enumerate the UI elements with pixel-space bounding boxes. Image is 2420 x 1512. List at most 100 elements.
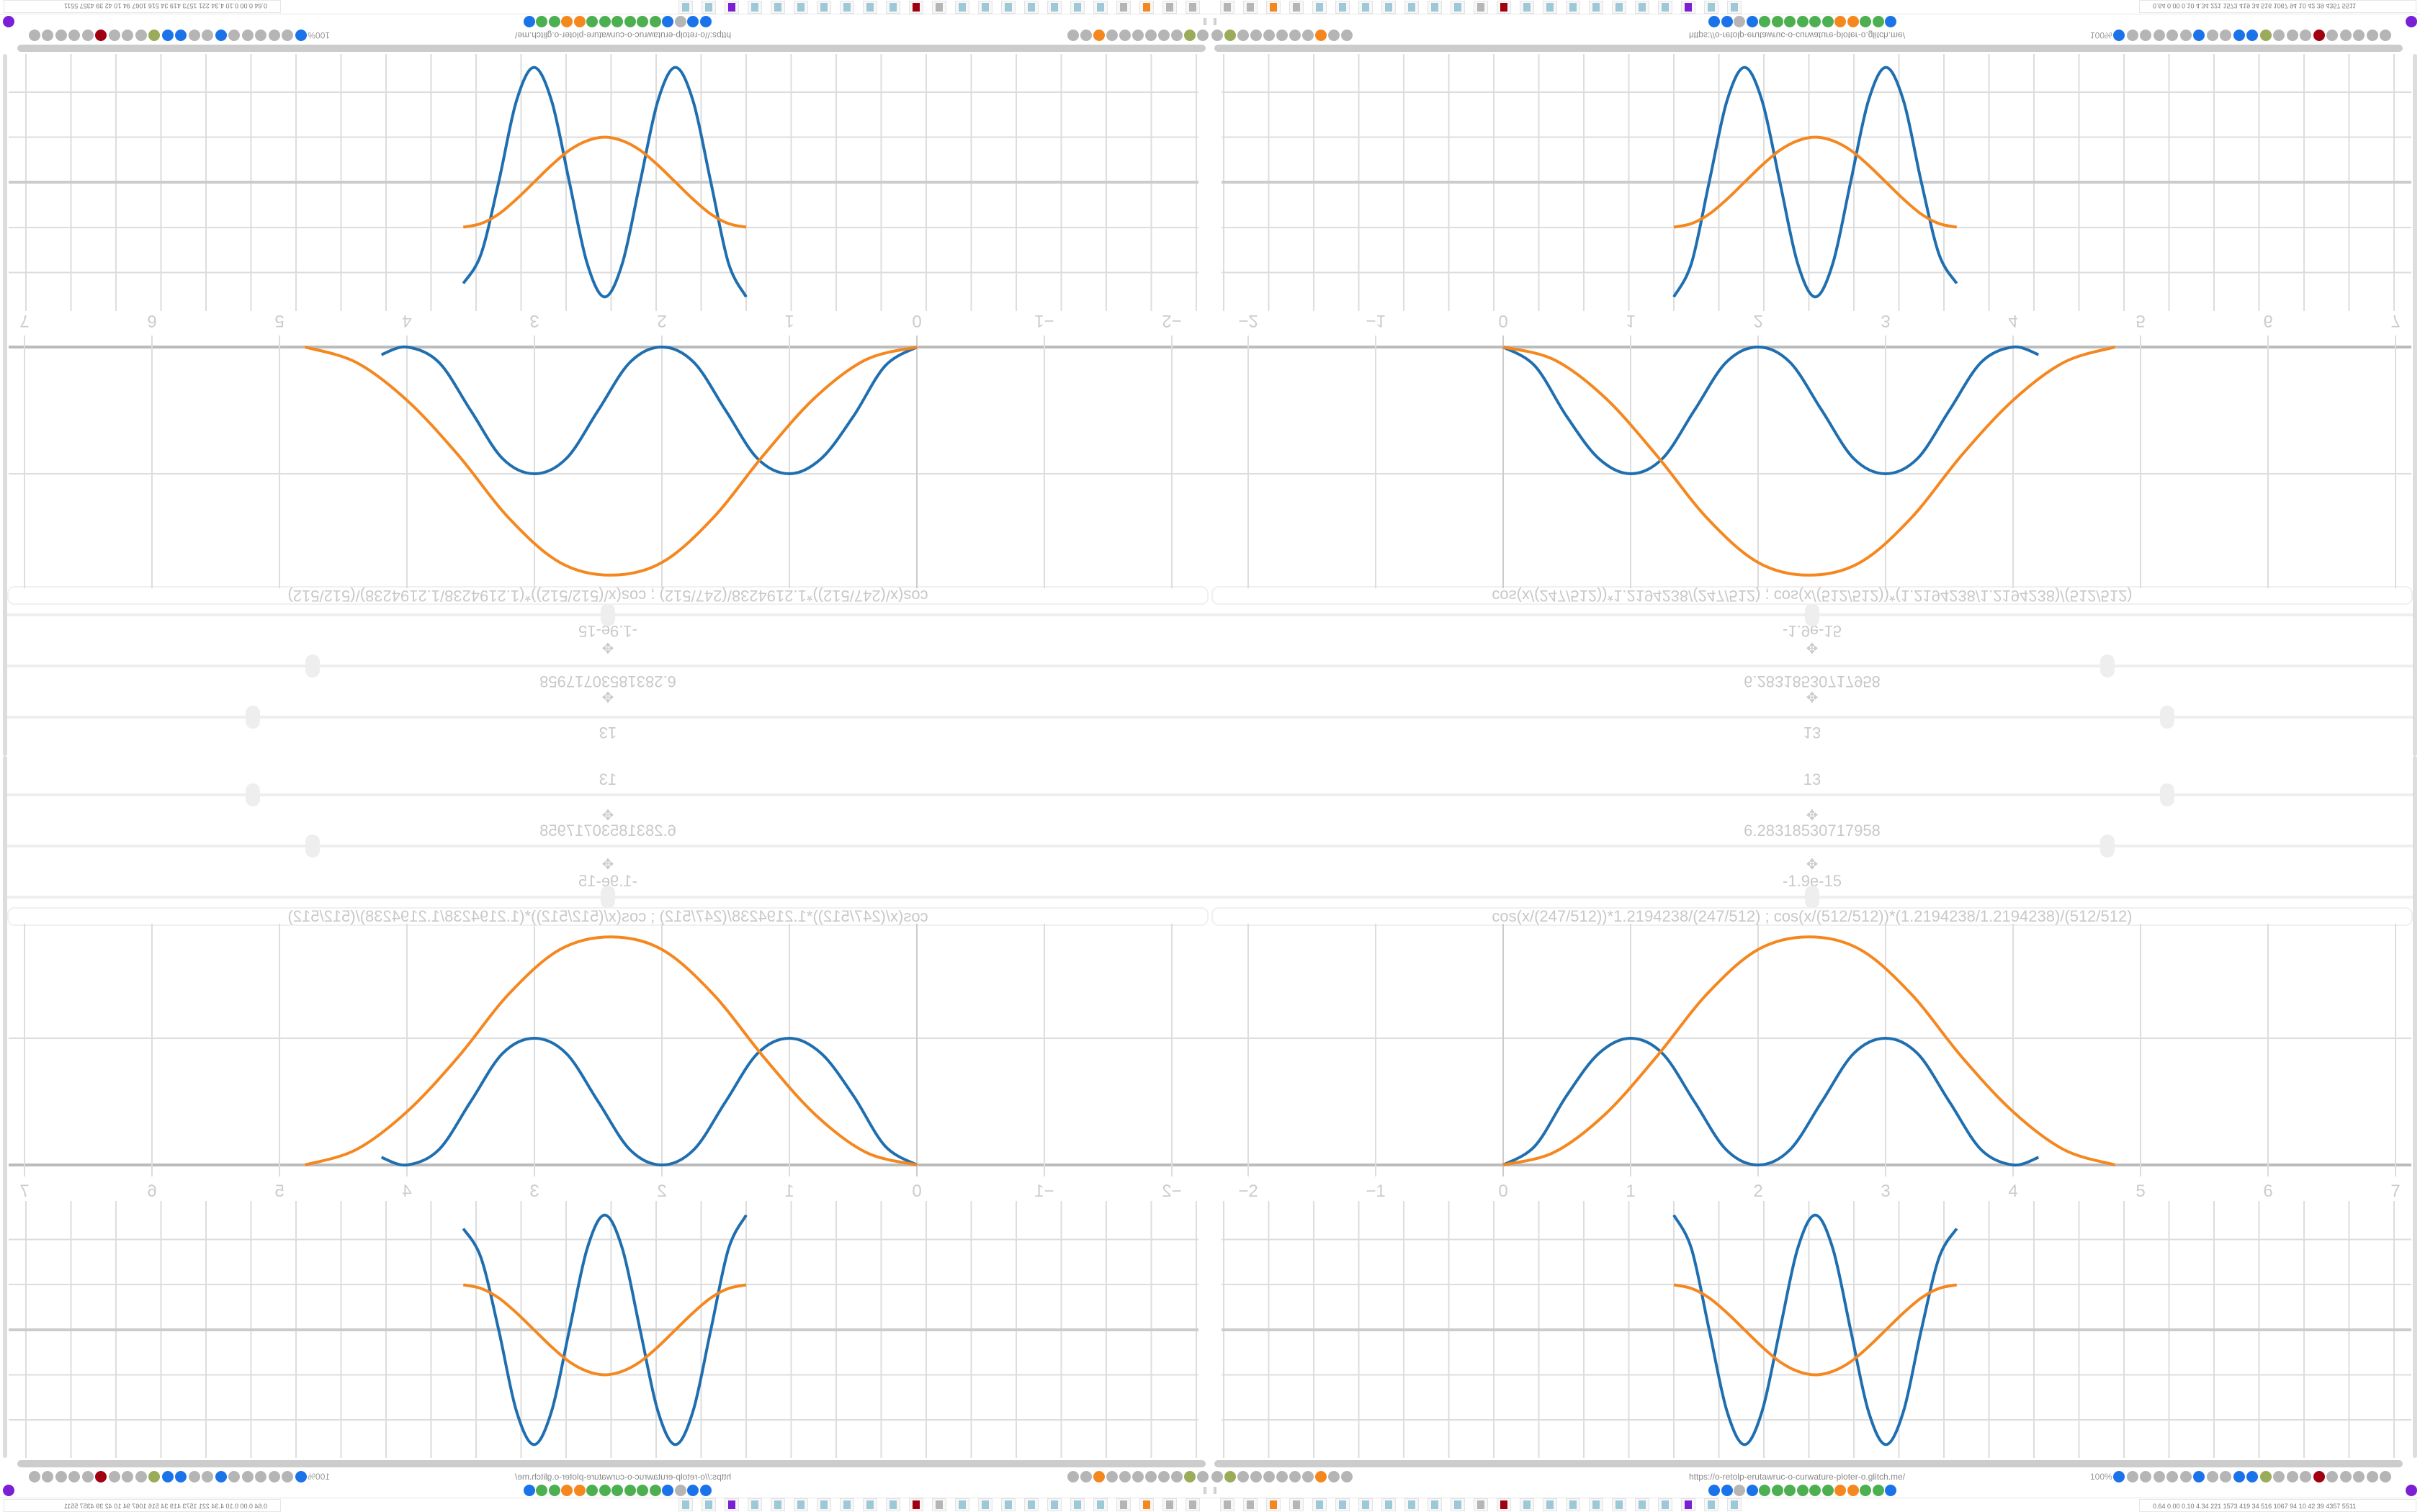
expression-input[interactable]: cos(x/(247/512))*1.2194238/(247/512) ; c… — [1211, 907, 2413, 926]
add-icon[interactable] — [175, 30, 187, 41]
slider-thumb[interactable] — [1805, 886, 1819, 909]
gear-icon[interactable] — [2380, 1471, 2391, 1482]
gear-orange-icon[interactable] — [574, 16, 586, 27]
ublock-icon[interactable] — [2313, 30, 2325, 41]
globe-icon[interactable] — [1067, 30, 1079, 41]
forward-icon[interactable] — [269, 1471, 280, 1482]
star-icon[interactable] — [282, 30, 294, 41]
leaf-icon[interactable] — [1759, 16, 1770, 27]
calculator-icon[interactable] — [1612, 1498, 1626, 1511]
trash-icon[interactable] — [135, 1471, 147, 1482]
gear-red-icon[interactable] — [1497, 1, 1511, 14]
notepad-icon[interactable] — [1001, 1, 1016, 14]
firefox-icon[interactable] — [1266, 1, 1281, 14]
calculator-icon[interactable] — [840, 1498, 854, 1511]
terminal-icon[interactable] — [1162, 1498, 1177, 1511]
monitor-icon[interactable] — [1186, 1498, 1200, 1511]
google-icon[interactable] — [1821, 1485, 1834, 1496]
google-icon[interactable] — [536, 16, 548, 27]
upload-icon[interactable] — [2246, 1471, 2258, 1482]
forward-icon[interactable] — [2140, 1471, 2151, 1482]
globe-icon[interactable] — [1119, 30, 1131, 41]
globe-icon[interactable] — [675, 1485, 686, 1496]
download-icon[interactable] — [2166, 30, 2178, 41]
calculator-icon[interactable] — [748, 1, 762, 14]
color-picker-icon[interactable] — [228, 30, 241, 41]
slider-count[interactable] — [1210, 783, 2414, 806]
calculator-icon[interactable] — [1520, 1, 1534, 14]
google-icon[interactable] — [536, 1485, 548, 1496]
forward-icon[interactable] — [2140, 30, 2151, 41]
zoom-level[interactable]: 100% — [2090, 1472, 2112, 1482]
globe-icon[interactable] — [2339, 30, 2352, 41]
mail-icon[interactable] — [1708, 16, 1720, 27]
calculator-icon[interactable] — [771, 1, 785, 14]
inkscape-icon[interactable] — [932, 1, 946, 14]
wrench-icon[interactable] — [2366, 1471, 2378, 1482]
firefox-icon[interactable] — [1315, 30, 1327, 41]
translate-icon[interactable] — [215, 1471, 227, 1482]
notepad-icon[interactable] — [1093, 1498, 1108, 1511]
gear-orange-icon[interactable] — [561, 1485, 573, 1496]
archive-icon[interactable] — [2300, 30, 2311, 41]
slider-thumb[interactable] — [2099, 834, 2115, 858]
calculator-icon[interactable] — [794, 1, 808, 14]
calculator-icon[interactable] — [1543, 1, 1557, 14]
trash-icon[interactable] — [2273, 1471, 2285, 1482]
add-icon[interactable] — [2233, 30, 2245, 41]
translate-icon[interactable] — [295, 1471, 307, 1482]
gear-orange-icon[interactable] — [1847, 1485, 1859, 1496]
firefox-icon[interactable] — [1139, 1498, 1154, 1511]
notepad-icon[interactable] — [1024, 1, 1039, 14]
firefox-icon[interactable] — [1139, 1, 1154, 14]
google-icon[interactable] — [1860, 16, 1871, 27]
globe-icon[interactable] — [1171, 1471, 1183, 1482]
translate-icon[interactable] — [2113, 30, 2125, 41]
record-icon[interactable] — [148, 30, 161, 41]
record-icon[interactable] — [2259, 30, 2272, 41]
share-icon[interactable] — [2286, 1471, 2298, 1482]
download-icon[interactable] — [242, 30, 254, 41]
notepad-icon[interactable] — [978, 1498, 992, 1511]
notepad-icon[interactable] — [955, 1498, 969, 1511]
cube-icon[interactable] — [662, 16, 674, 27]
document-icon[interactable] — [1727, 1, 1742, 14]
overflow-icon[interactable] — [2406, 1485, 2417, 1496]
terminal-icon[interactable] — [1243, 1498, 1258, 1511]
cube-icon[interactable] — [1885, 1485, 1896, 1496]
notepad-icon[interactable] — [1047, 1498, 1062, 1511]
reload-icon[interactable] — [255, 1471, 267, 1482]
document-icon[interactable] — [678, 1498, 693, 1511]
pause-icon[interactable]: ‖ — [1203, 1485, 1207, 1496]
gear-red-icon[interactable] — [909, 1, 923, 14]
globe-icon[interactable] — [1119, 1471, 1131, 1482]
share-icon[interactable] — [122, 30, 134, 41]
monitor-icon[interactable] — [1186, 1, 1200, 14]
shield-icon[interactable] — [82, 30, 94, 41]
ublock-icon[interactable] — [2313, 1471, 2325, 1482]
gear-icon[interactable] — [2220, 1471, 2231, 1482]
upload-icon[interactable] — [162, 1471, 174, 1482]
calculator-icon[interactable] — [1589, 1498, 1603, 1511]
terminal-icon[interactable] — [1162, 1, 1177, 14]
reload-icon[interactable] — [2153, 1471, 2165, 1482]
zoom-level[interactable]: 100% — [308, 30, 330, 40]
refresh-icon[interactable] — [1276, 30, 1288, 41]
translate-icon[interactable] — [215, 30, 227, 41]
document-icon[interactable] — [678, 1, 693, 14]
gear-icon[interactable] — [2220, 30, 2231, 41]
record-icon[interactable] — [1184, 30, 1196, 41]
slider-thumb[interactable] — [2160, 783, 2175, 806]
inkscape-icon[interactable] — [1474, 1, 1488, 14]
url-bar[interactable]: https://o-retolp-erutawruc-o-curwature-p… — [1688, 1472, 1906, 1482]
globe-icon[interactable] — [1237, 1471, 1249, 1482]
forward-icon[interactable] — [269, 30, 280, 41]
globe-icon[interactable] — [1289, 30, 1301, 41]
firefox-icon[interactable] — [1266, 1498, 1281, 1511]
gear-orange-icon[interactable] — [1847, 16, 1859, 27]
calculator-icon[interactable] — [817, 1, 831, 14]
gear-icon[interactable] — [29, 1471, 40, 1482]
notepad-icon[interactable] — [1001, 1498, 1016, 1511]
mouse-icon[interactable] — [2206, 1471, 2218, 1482]
inkscape-icon[interactable] — [932, 1498, 946, 1511]
